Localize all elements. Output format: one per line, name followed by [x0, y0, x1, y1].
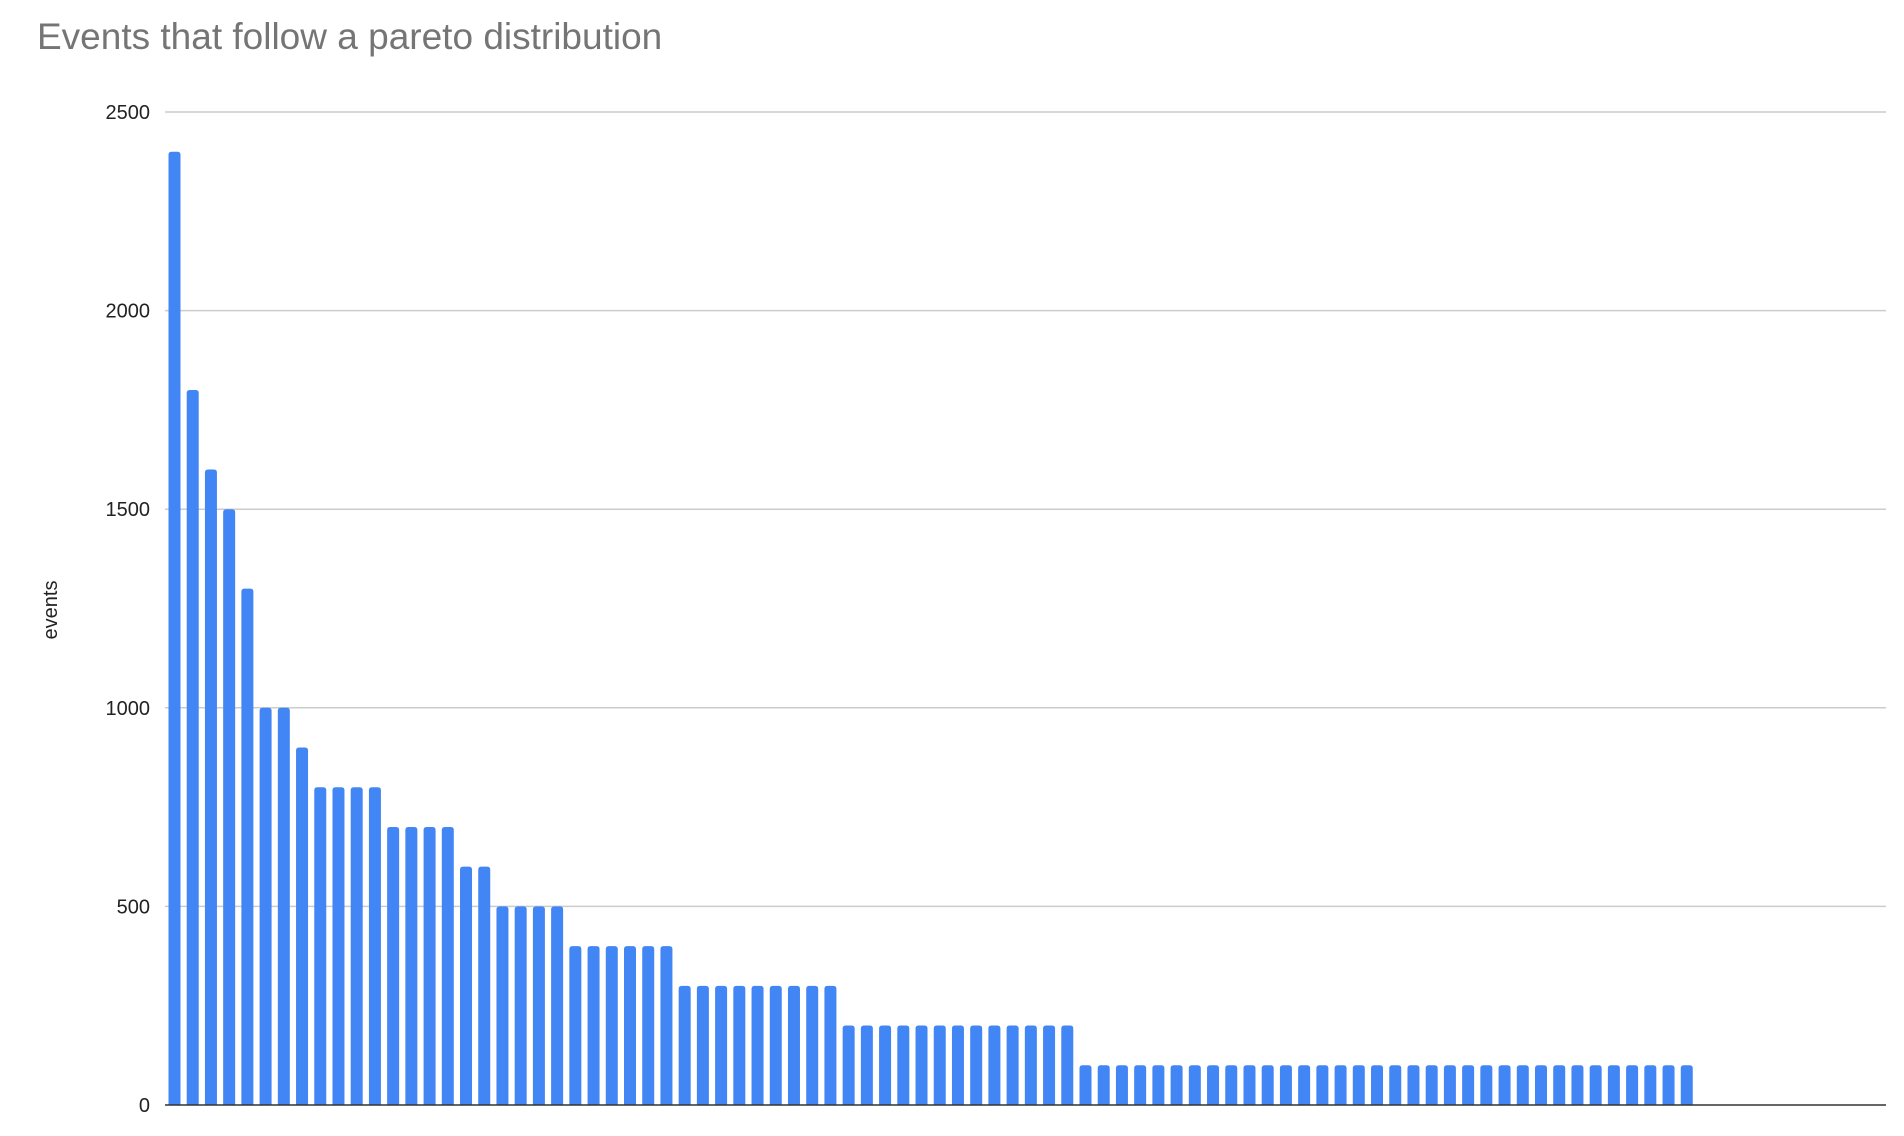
- bar: [1553, 1065, 1566, 1105]
- bar: [970, 1025, 983, 1105]
- bar: [1043, 1025, 1056, 1105]
- bar: [860, 1025, 873, 1105]
- bar: [223, 509, 236, 1105]
- bar: [1498, 1065, 1511, 1105]
- bar: [1443, 1065, 1456, 1105]
- bar: [1225, 1065, 1238, 1105]
- bar: [296, 747, 309, 1105]
- bar: [277, 707, 290, 1105]
- y-tick-label: 2500: [106, 102, 151, 124]
- bar: [350, 787, 363, 1105]
- bar: [460, 866, 473, 1105]
- y-tick-label: 0: [139, 1095, 150, 1117]
- y-axis-label: events: [40, 581, 62, 640]
- bar: [1188, 1065, 1201, 1105]
- bar: [1389, 1065, 1402, 1105]
- bar: [806, 985, 819, 1105]
- bar: [259, 707, 272, 1105]
- bar: [1680, 1065, 1693, 1105]
- bar: [951, 1025, 964, 1105]
- bar: [1279, 1065, 1292, 1105]
- bar: [1644, 1065, 1657, 1105]
- bar: [1371, 1065, 1384, 1105]
- bar: [423, 826, 436, 1105]
- bar: [551, 906, 564, 1105]
- bar: [1334, 1065, 1347, 1105]
- bar: [988, 1025, 1001, 1105]
- y-tick-label: 2000: [106, 301, 151, 323]
- bar: [1097, 1065, 1110, 1105]
- y-axis-ticks: 0 500 1000 1500 2000 2500: [106, 102, 151, 1117]
- bar: [587, 946, 600, 1105]
- bar: [1134, 1065, 1147, 1105]
- bar: [387, 826, 400, 1105]
- bar: [733, 985, 746, 1105]
- bar: [204, 469, 217, 1106]
- bar: [368, 787, 381, 1105]
- bar: [1243, 1065, 1256, 1105]
- bar: [405, 826, 418, 1105]
- bar: [1607, 1065, 1620, 1105]
- bar: [605, 946, 618, 1105]
- bar: [1626, 1065, 1639, 1105]
- bar: [314, 787, 327, 1105]
- chart-title: Events that follow a pareto distribution: [37, 16, 663, 57]
- bar: [441, 826, 454, 1105]
- bar: [1024, 1025, 1037, 1105]
- bar: [879, 1025, 892, 1105]
- bar: [514, 906, 527, 1105]
- bar: [678, 985, 691, 1105]
- bar: [1425, 1065, 1438, 1105]
- bar: [1589, 1065, 1602, 1105]
- bar: [696, 985, 709, 1105]
- bar: [332, 787, 345, 1105]
- bar: [1261, 1065, 1274, 1105]
- bar: [897, 1025, 910, 1105]
- y-tick-label: 1000: [106, 698, 151, 720]
- bar: [1516, 1065, 1529, 1105]
- bar: [660, 946, 673, 1105]
- bar: [1662, 1065, 1675, 1105]
- bar: [1535, 1065, 1547, 1105]
- bar: [1480, 1065, 1493, 1105]
- bar: [478, 866, 491, 1105]
- bar: [532, 906, 545, 1105]
- bar: [1207, 1065, 1220, 1105]
- bar: [751, 985, 764, 1105]
- bar: [824, 985, 837, 1105]
- bar: [769, 985, 782, 1105]
- bar: [168, 151, 181, 1106]
- bar: [186, 390, 199, 1105]
- bar: [1407, 1065, 1420, 1105]
- bar: [1079, 1065, 1092, 1105]
- bar: [933, 1025, 946, 1105]
- y-tick-label: 1500: [106, 499, 151, 521]
- bar: [1316, 1065, 1329, 1105]
- bar: [1571, 1065, 1584, 1105]
- bar: [624, 946, 636, 1105]
- bar: [715, 985, 728, 1105]
- bar: [496, 906, 509, 1105]
- bar: [787, 985, 800, 1105]
- gridlines: [165, 111, 1886, 908]
- bar: [1061, 1025, 1074, 1105]
- bar: [842, 1025, 855, 1105]
- bars: [168, 151, 1693, 1106]
- bar: [1462, 1065, 1475, 1105]
- bar: [1006, 1025, 1019, 1105]
- bar: [1152, 1065, 1165, 1105]
- bar: [642, 946, 655, 1105]
- bar: [1170, 1065, 1183, 1105]
- y-tick-label: 500: [117, 896, 150, 918]
- bar: [241, 588, 254, 1105]
- bar: [569, 946, 582, 1105]
- bar: [1298, 1065, 1311, 1105]
- bar: [915, 1025, 928, 1105]
- bar: [1352, 1065, 1365, 1105]
- bar: [1115, 1065, 1128, 1105]
